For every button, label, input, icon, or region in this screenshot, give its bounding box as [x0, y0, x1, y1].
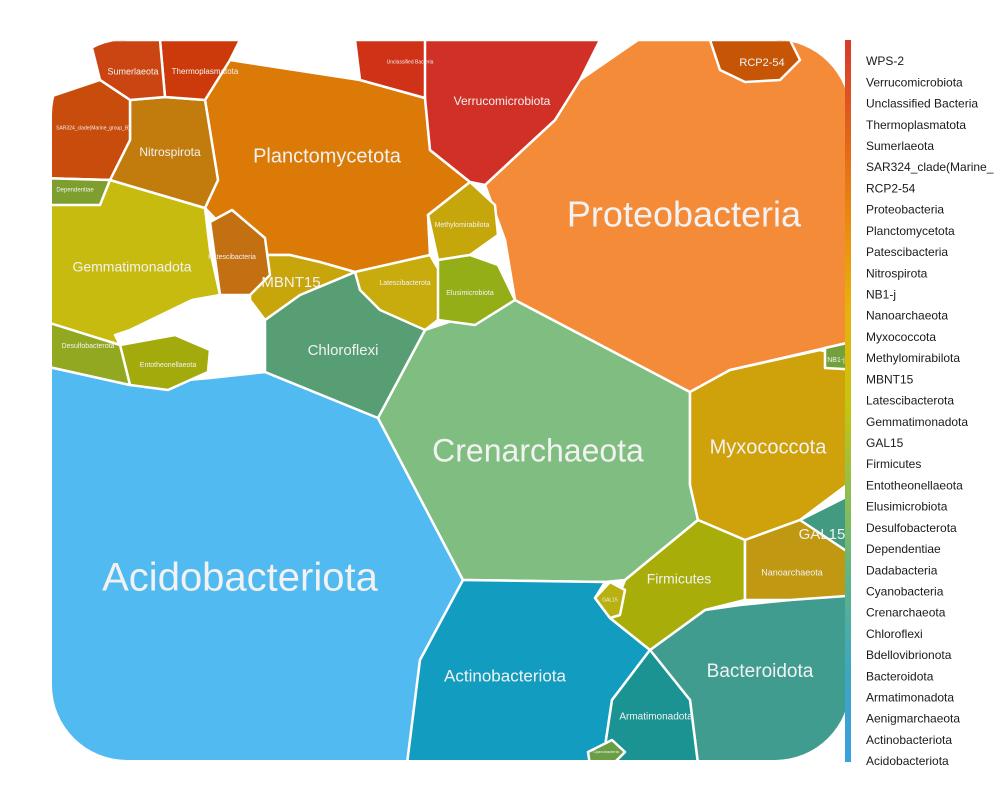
cell-nanoarchaeota: [743, 518, 850, 602]
legend-entry-actinobacteriota: Actinobacteriota: [866, 733, 952, 747]
legend-entry-sar324-clade-marine: SAR324_clade(Marine_: [866, 160, 994, 174]
cell-label-crenarchaeota: Crenarchaeota: [432, 432, 644, 468]
legend-entry-armatimonadota: Armatimonadota: [866, 691, 954, 705]
legend-color-bar: [845, 40, 851, 762]
cell-verrucomicrobiota: [418, 40, 602, 187]
legend-entry-mbnt15: MBNT15: [866, 372, 914, 386]
legend-entry-aenigmarchaeota: Aenigmarchaeota: [866, 712, 960, 726]
cell-label-desulfobacterota: Desulfobacterota: [62, 343, 115, 350]
cell-elusimicrobiota: [436, 253, 517, 327]
legend-entry-entotheonellaeota: Entotheonellaeota: [866, 478, 963, 492]
legend-entry-gal15: GAL15: [866, 436, 904, 450]
cell-label-latescibacterota: Latescibacterota: [379, 280, 430, 287]
cell-label-verrucomicrobiota: Verrucomicrobiota: [454, 94, 551, 108]
cell-label-chloroflexi: Chloroflexi: [308, 342, 379, 359]
voronoi-cells: [52, 40, 850, 760]
cell-rcp2-54: [708, 40, 802, 84]
cell-label-gal15: GAL15: [602, 597, 618, 603]
cell-dependentiae: [52, 176, 112, 207]
cell-label-firmicutes: Firmicutes: [647, 571, 712, 587]
cell-label-dadabacteria: NB1-j: [827, 357, 845, 364]
cell-mbnt15: [248, 253, 357, 322]
cell-label-sumerlaeota: Sumerlaeota: [107, 66, 158, 76]
cell-label-rcp2-54: RCP2-54: [739, 57, 784, 69]
legend-entry-acidobacteriota: Acidobacteriota: [866, 754, 949, 768]
cell-label-thermoplasmatota: Thermoplasmatota: [172, 67, 239, 76]
cell-firmicutes: [608, 518, 747, 652]
cell-armatimonadota: [598, 648, 702, 760]
cell-label-planctomycetota: Planctomycetota: [253, 145, 402, 167]
cell-unclassified-bacteria: [353, 40, 427, 100]
legend-entry-crenarchaeota: Crenarchaeota: [866, 606, 946, 620]
legend-entry-myxococcota: Myxococcota: [866, 330, 936, 344]
cell-label-nitrospirota: Nitrospirota: [139, 145, 201, 159]
cell-label-nanoarchaeota: Nanoarchaeota: [761, 567, 823, 577]
cell-gal15: [593, 580, 627, 620]
legend-entry-gemmatimonadota: Gemmatimonadota: [866, 415, 968, 429]
legend-entry-wps-2: WPS-2: [866, 54, 904, 68]
legend-entry-latescibacterota: Latescibacterota: [866, 394, 954, 408]
legend-entry-dadabacteria: Dadabacteria: [866, 563, 938, 577]
legend-entry-thermoplasmatota: Thermoplasmatota: [866, 118, 966, 132]
legend-entry-bacteroidota: Bacteroidota: [866, 669, 934, 683]
legend-entry-proteobacteria: Proteobacteria: [866, 203, 944, 217]
cell-label-unclassified-bacteria: Unclassified Bacteria: [387, 59, 434, 65]
cell-myxococcota: [688, 348, 850, 542]
cell-sar324-clade-marine-group-b: [52, 78, 132, 182]
cell-label-elusimicrobiota: Elusimicrobiota: [446, 290, 494, 297]
cell-latescibacterota: [353, 253, 442, 332]
legend: WPS-2 Verrucomicrobiota Unclassified Bacte…: [866, 54, 994, 768]
cell-label-cyanobacteria: Cyanobacteria: [593, 749, 620, 754]
cell-label-gemmatimonadota: Gemmatimonadota: [72, 259, 191, 275]
legend-entry-patescibacteria: Patescibacteria: [866, 245, 948, 259]
legend-entry-bdellovibrionota: Bdellovibrionota: [866, 648, 952, 662]
legend-entry-methylomirabilota: Methylomirabilota: [866, 351, 960, 365]
legend-entry-chloroflexi: Chloroflexi: [866, 627, 923, 641]
cell-labels: Acidobacteriota Crenarchaeota Proteobacter…: [56, 57, 845, 754]
cell-label-proteobacteria: Proteobacteria: [567, 194, 802, 235]
legend-entry-nitrospirota: Nitrospirota: [866, 266, 928, 280]
legend-entry-planctomycetota: Planctomycetota: [866, 224, 955, 238]
cell-label-actinobacteriota: Actinobacteriota: [444, 666, 566, 685]
legend-entry-verrucomicrobiota: Verrucomicrobiota: [866, 75, 963, 89]
cell-label-myxococcota: Myxococcota: [710, 436, 828, 458]
cell-label-patescibacteria: Patescibacteria: [208, 254, 256, 261]
legend-entry-rcp2-54: RCP2-54: [866, 181, 916, 195]
legend-entry-dependentiae: Dependentiae: [866, 542, 941, 556]
legend-entry-unclassified-bacteria: Unclassified Bacteria: [866, 97, 978, 111]
cell-label-bdellovibrionota: GAL15: [799, 526, 846, 543]
cell-cyanobacteria: [586, 738, 627, 760]
cell-label-dependentiae: Dependentiae: [56, 188, 94, 194]
cell-label-entotheonellaeota: Entotheonellaeota: [140, 362, 197, 369]
cell-label-bacteroidota: Bacteroidota: [707, 661, 814, 682]
legend-entry-elusimicrobiota: Elusimicrobiota: [866, 500, 948, 514]
legend-entry-nb1-j: NB1-j: [866, 288, 896, 302]
legend-entry-sumerlaeota: Sumerlaeota: [866, 139, 934, 153]
cell-label-sar324-clade-marine-group-b: SAR324_clade(Marine_group_B): [56, 125, 130, 131]
cell-label-mbnt15: MBNT15: [261, 274, 320, 291]
legend-entry-nanoarchaeota: Nanoarchaeota: [866, 309, 948, 323]
cell-label-armatimonadota: Armatimonadota: [619, 712, 693, 723]
cell-label-methylomirabilota: Methylomirabilota: [435, 222, 490, 229]
cell-label-acidobacteriota: Acidobacteriota: [102, 556, 378, 600]
legend-entry-desulfobacterota: Desulfobacterota: [866, 521, 957, 535]
cell-desulfobacterota: [52, 318, 132, 387]
cell-patescibacteria: [208, 208, 272, 297]
legend-entry-cyanobacteria: Cyanobacteria: [866, 584, 944, 598]
legend-entry-firmicutes: Firmicutes: [866, 457, 921, 471]
